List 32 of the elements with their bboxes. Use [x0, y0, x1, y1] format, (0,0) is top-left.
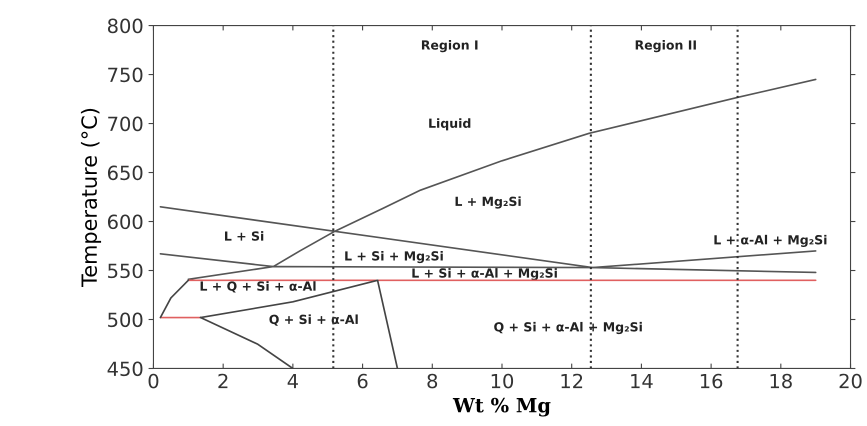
x-axis-title: Wt % Mg: [452, 398, 551, 417]
y-tick-label: 800: [108, 18, 142, 34]
y-tick-label: 700: [108, 116, 142, 132]
annotation: Q + Si + α-Al + Mg₂Si: [494, 322, 642, 334]
annotation: Region II: [636, 40, 696, 52]
y-tick-label: 750: [108, 68, 142, 82]
annotation: Liquid: [429, 118, 470, 130]
x-tick-label: 14: [631, 374, 653, 388]
x-tick-label: 6: [358, 374, 368, 388]
x-tick-label: 10: [492, 374, 514, 388]
x-tick-label: 16: [700, 374, 722, 388]
y-tick-label: 650: [108, 165, 142, 180]
y-tick-label: 450: [108, 361, 142, 376]
y-tick-label: 500: [108, 312, 142, 328]
annotation: L + Si: [225, 231, 264, 241]
x-tick-label: 2: [218, 374, 228, 388]
annotation: L + α-Al + Mg₂Si: [714, 234, 826, 248]
x-tick-label: 20: [840, 374, 862, 388]
x-tick-label: 8: [427, 374, 438, 388]
annotation: L + Q + Si + α-Al: [200, 281, 316, 292]
x-tick-label: 18: [770, 374, 792, 388]
annotation: Region I: [422, 40, 478, 52]
x-tick-label: 0: [148, 374, 158, 388]
y-tick-label: 600: [108, 214, 142, 230]
x-tick-label: 4: [288, 374, 298, 388]
annotation: L + Mg₂Si: [456, 196, 521, 209]
y-tick-label: 550: [108, 263, 142, 278]
annotation: L + Si + Mg₂Si: [345, 250, 443, 264]
y-axis-title: Temperature (°C): [80, 108, 102, 287]
annotation: L + Si + α-Al + Mg₂Si: [412, 268, 557, 280]
x-tick-label: 12: [561, 374, 582, 388]
annotation: Q + Si + α-Al: [269, 314, 358, 326]
